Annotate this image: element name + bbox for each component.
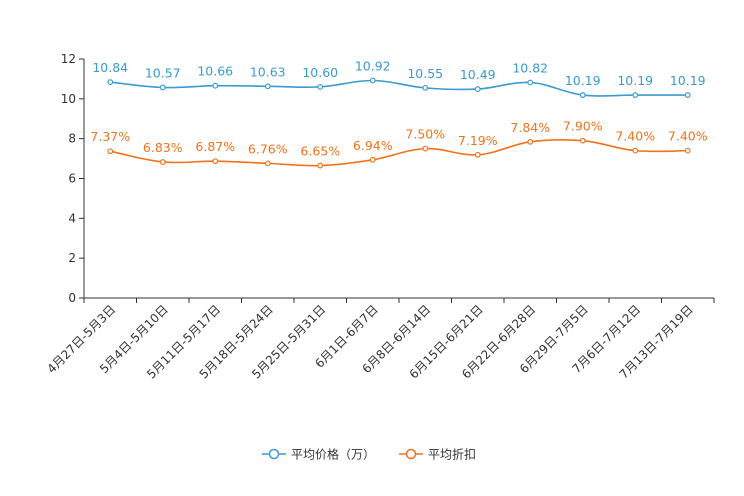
data-label: 10.84 — [92, 60, 128, 75]
data-point[interactable] — [159, 84, 166, 91]
data-point[interactable] — [527, 79, 534, 86]
data-point[interactable] — [264, 83, 271, 90]
y-tick-label: 8 — [68, 132, 76, 146]
data-point[interactable] — [527, 138, 534, 145]
y-tick-label: 10 — [61, 92, 76, 106]
data-point[interactable] — [474, 151, 481, 158]
data-point[interactable] — [422, 145, 429, 152]
axes: 0246810124月27日-5月3日5月4日-5月10日5月11日-5月17日… — [44, 52, 715, 382]
series-line-2 — [110, 138, 688, 167]
legend-marker — [405, 448, 417, 460]
y-tick-label: 4 — [68, 211, 76, 225]
data-label: 10.49 — [460, 67, 496, 82]
legend-label: 平均价格（万） — [291, 447, 375, 462]
data-label: 10.19 — [565, 73, 601, 88]
data-point[interactable] — [369, 156, 376, 163]
y-tick-label: 6 — [68, 172, 76, 186]
data-label: 10.92 — [355, 59, 391, 74]
legend-marker — [268, 448, 280, 460]
data-label: 10.63 — [250, 64, 286, 79]
data-point[interactable] — [632, 92, 639, 98]
y-tick-label: 2 — [68, 251, 76, 265]
data-point[interactable] — [212, 158, 219, 165]
legend-item-1[interactable]: 平均价格（万） — [262, 447, 375, 462]
data-point[interactable] — [159, 159, 166, 165]
data-point[interactable] — [474, 86, 481, 92]
data-point[interactable] — [107, 79, 114, 86]
data-label: 10.55 — [407, 66, 443, 81]
data-point[interactable] — [684, 92, 691, 98]
data-point[interactable] — [317, 83, 324, 90]
data-label: 7.37% — [90, 129, 130, 144]
data-point[interactable] — [684, 147, 691, 154]
series-layer — [107, 77, 691, 169]
data-label: 7.50% — [405, 127, 445, 142]
data-label: 10.82 — [512, 61, 548, 76]
data-label: 7.40% — [668, 129, 708, 144]
data-point[interactable] — [264, 160, 271, 167]
data-label: 10.57 — [145, 65, 181, 80]
legend[interactable]: 平均价格（万） 平均折扣 — [262, 447, 476, 462]
data-label: 6.65% — [300, 144, 340, 159]
data-label: 6.83% — [143, 140, 183, 155]
data-label: 6.76% — [248, 141, 288, 156]
data-point[interactable] — [422, 84, 429, 91]
legend-label: 平均折扣 — [428, 447, 476, 462]
data-label: 10.60 — [302, 65, 338, 80]
data-label: 7.19% — [458, 133, 498, 148]
data-point[interactable] — [579, 92, 586, 98]
data-point[interactable] — [579, 137, 586, 144]
data-label: 10.66 — [197, 64, 233, 79]
legend-item-2[interactable]: 平均折扣 — [399, 447, 476, 462]
data-point[interactable] — [107, 148, 114, 155]
data-point[interactable] — [632, 147, 639, 154]
data-label: 10.19 — [617, 73, 653, 88]
data-label: 10.19 — [670, 73, 706, 88]
y-tick-label: 0 — [68, 291, 76, 305]
data-label: 7.90% — [563, 119, 603, 134]
data-label: 7.84% — [510, 120, 550, 135]
series-line-1 — [110, 79, 688, 97]
data-point[interactable] — [369, 77, 376, 84]
data-point[interactable] — [317, 162, 324, 169]
y-tick-label: 12 — [61, 52, 76, 66]
data-labels: 10.84 10.57 10.66 10.63 10.60 10.92 10.55 10.49… — [90, 59, 707, 159]
data-label: 6.94% — [353, 138, 393, 153]
data-point[interactable] — [212, 82, 219, 89]
data-label: 6.87% — [195, 139, 235, 154]
data-label: 7.40% — [615, 129, 655, 144]
